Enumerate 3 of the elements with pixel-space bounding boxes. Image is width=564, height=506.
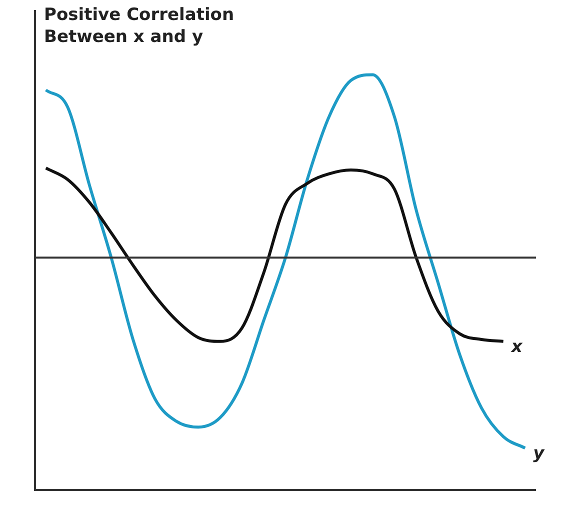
chart-title: Positive Correlation Between x and y xyxy=(44,4,236,48)
series-label: y xyxy=(533,444,546,464)
series-label: x xyxy=(510,336,524,357)
